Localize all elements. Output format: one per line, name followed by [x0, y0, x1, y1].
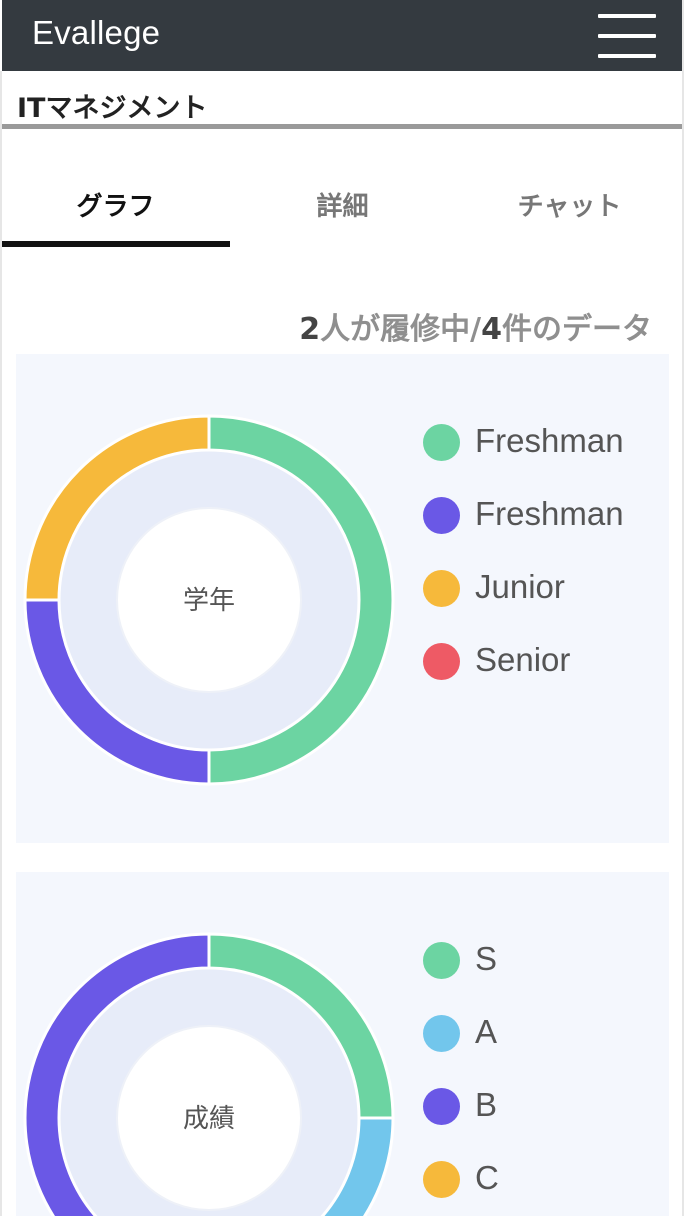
- legend-dot: [423, 1161, 460, 1198]
- donut-slice-b[interactable]: [23, 932, 211, 1216]
- navbar: Evallege: [2, 0, 682, 71]
- grade-chart-card: 学年 Freshman Freshman Junior Senior: [16, 354, 669, 843]
- brand-logo[interactable]: Evallege: [32, 14, 161, 51]
- tab-details[interactable]: 詳細: [316, 192, 369, 222]
- page-title: ITマネジメント: [17, 93, 208, 124]
- student-count: 2: [299, 312, 321, 347]
- legend-dot: [423, 643, 460, 680]
- student-count-suffix: 人が履修中/: [320, 312, 482, 347]
- grade-donut-chart: 学年: [23, 414, 395, 786]
- donut-center: [116, 1025, 302, 1211]
- donut-slice-junior[interactable]: [23, 414, 211, 602]
- legend-dot: [423, 497, 460, 534]
- right-border: [682, 0, 684, 1216]
- legend-dot: [423, 570, 460, 607]
- donut-slice-freshman[interactable]: [207, 414, 395, 786]
- enrollment-summary: 2人が履修中/4件のデータ: [299, 304, 652, 348]
- hamburger-menu-icon[interactable]: [598, 14, 656, 58]
- score-center-label: 成績: [183, 1104, 235, 1134]
- legend-label: Freshman: [475, 422, 624, 459]
- legend-label: Senior: [475, 641, 571, 678]
- legend-label: Freshman: [475, 495, 624, 532]
- legend-dot: [423, 1015, 460, 1052]
- legend-dot: [423, 1088, 460, 1125]
- tab-chat[interactable]: チャット: [517, 192, 622, 222]
- tab-graph[interactable]: グラフ: [76, 192, 155, 222]
- legend-label: Junior: [475, 568, 565, 605]
- record-count-suffix: 件のデータ: [502, 312, 652, 347]
- title-divider: [2, 124, 682, 129]
- active-tab-indicator: [2, 241, 230, 247]
- legend-label: S: [475, 940, 498, 977]
- donut-slice-a[interactable]: [209, 1116, 395, 1216]
- legend-label: A: [475, 1013, 498, 1050]
- legend-dot: [423, 424, 460, 461]
- record-count: 4: [481, 312, 502, 347]
- left-border: [0, 71, 2, 1216]
- score-chart-card: 成績 S A B C: [16, 872, 669, 1216]
- legend-label: C: [475, 1159, 499, 1196]
- legend-label: B: [475, 1086, 498, 1123]
- grade-center-label: 学年: [183, 586, 235, 616]
- donut-center: [116, 507, 302, 693]
- legend-dot: [423, 942, 460, 979]
- score-donut-chart: 成績: [23, 932, 395, 1216]
